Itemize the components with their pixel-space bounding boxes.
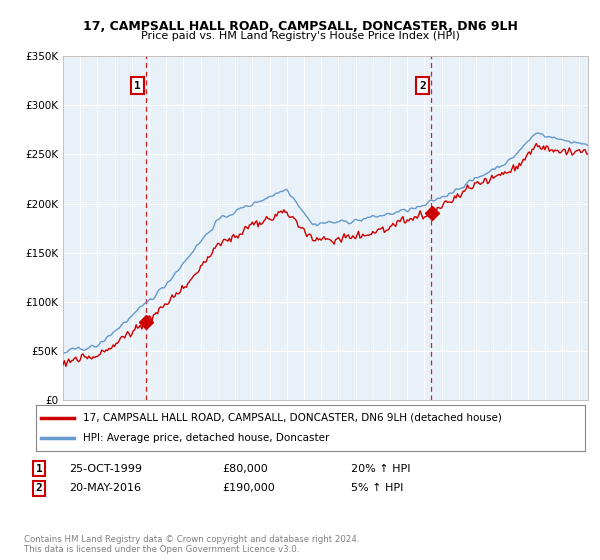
Text: 2: 2 xyxy=(419,81,426,91)
Text: 2: 2 xyxy=(35,483,43,493)
Text: 20% ↑ HPI: 20% ↑ HPI xyxy=(351,464,410,474)
Text: £190,000: £190,000 xyxy=(222,483,275,493)
Text: 20-MAY-2016: 20-MAY-2016 xyxy=(69,483,141,493)
Text: 1: 1 xyxy=(35,464,43,474)
Text: 1: 1 xyxy=(134,81,140,91)
Text: 5% ↑ HPI: 5% ↑ HPI xyxy=(351,483,403,493)
Text: Contains HM Land Registry data © Crown copyright and database right 2024.
This d: Contains HM Land Registry data © Crown c… xyxy=(24,535,359,554)
Text: Price paid vs. HM Land Registry's House Price Index (HPI): Price paid vs. HM Land Registry's House … xyxy=(140,31,460,41)
Text: £80,000: £80,000 xyxy=(222,464,268,474)
Text: HPI: Average price, detached house, Doncaster: HPI: Average price, detached house, Donc… xyxy=(83,433,329,443)
Text: 25-OCT-1999: 25-OCT-1999 xyxy=(69,464,142,474)
Text: 17, CAMPSALL HALL ROAD, CAMPSALL, DONCASTER, DN6 9LH: 17, CAMPSALL HALL ROAD, CAMPSALL, DONCAS… xyxy=(83,20,517,32)
Text: 17, CAMPSALL HALL ROAD, CAMPSALL, DONCASTER, DN6 9LH (detached house): 17, CAMPSALL HALL ROAD, CAMPSALL, DONCAS… xyxy=(83,413,502,423)
